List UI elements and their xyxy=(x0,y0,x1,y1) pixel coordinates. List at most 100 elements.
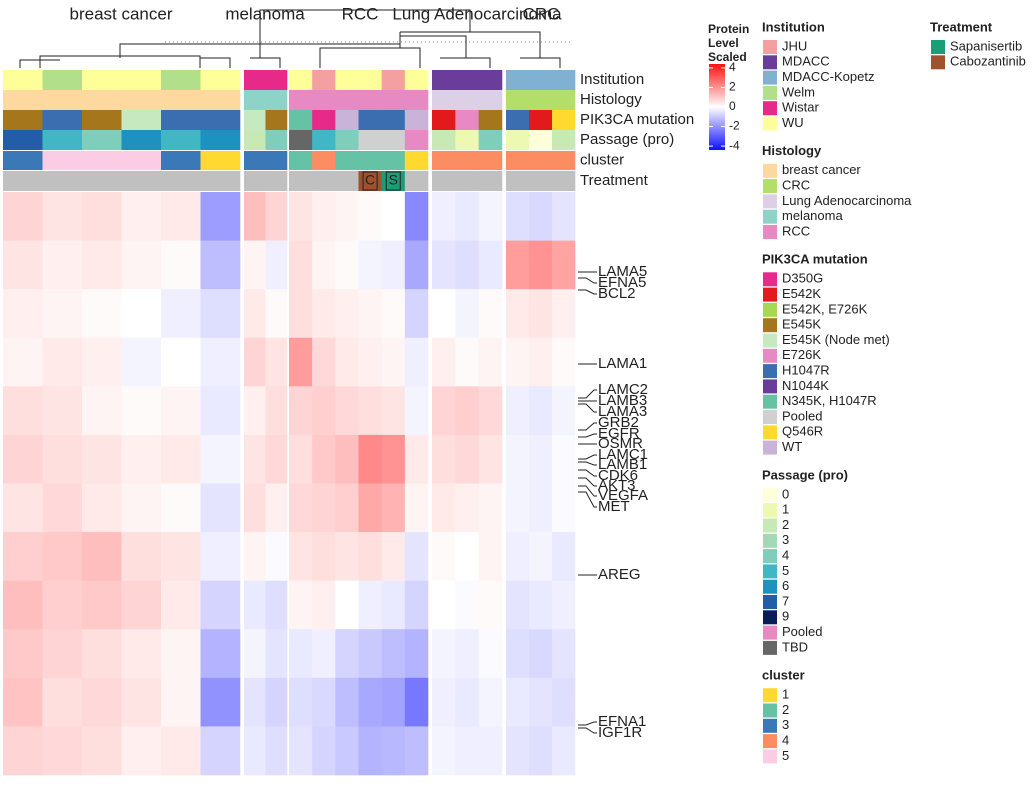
annotation-cell xyxy=(3,70,43,90)
annotation-cell xyxy=(455,171,479,191)
heatmap-cell xyxy=(121,532,162,581)
heatmap-cell xyxy=(82,337,122,387)
legend-swatch xyxy=(763,425,777,440)
legend-swatch xyxy=(763,503,777,518)
annotation-cell xyxy=(529,110,553,130)
heatmap-cell xyxy=(529,192,553,241)
heatmap-cell xyxy=(478,240,503,290)
legend-label: 0 xyxy=(782,486,789,501)
heatmap-cell xyxy=(381,386,406,436)
legend-swatch xyxy=(763,718,777,733)
heatmap-cell xyxy=(404,289,429,339)
annotation-cell xyxy=(289,70,313,90)
heatmap-cell xyxy=(42,726,83,776)
heatmap-cell xyxy=(552,337,576,387)
annotation-cell xyxy=(552,130,576,150)
heatmap-cell xyxy=(552,434,576,484)
annotation-cell xyxy=(289,110,313,130)
legend-label: 9 xyxy=(782,609,789,624)
legend-label: Wistar xyxy=(782,100,820,115)
heatmap-cell xyxy=(312,192,336,241)
heatmap-cell xyxy=(335,192,359,241)
heatmap-cell xyxy=(3,240,43,290)
heatmap-cell xyxy=(265,677,288,727)
colorbar-label: -4 xyxy=(729,138,740,152)
heatmap-cell xyxy=(289,386,313,436)
group-title: CRC xyxy=(523,4,560,23)
annotation-cell xyxy=(552,151,576,170)
annotation-cell xyxy=(335,70,359,90)
heatmap-cell xyxy=(265,483,288,533)
legend-swatch xyxy=(763,209,777,224)
legend-swatch xyxy=(763,272,777,287)
heatmap-cell xyxy=(455,240,479,290)
annotation-cell xyxy=(335,151,359,170)
legend-label: breast cancer xyxy=(782,162,861,177)
heatmap-cell xyxy=(455,337,479,387)
heatmap-cell xyxy=(244,192,266,241)
heatmap-cell xyxy=(200,629,241,679)
annotation-cell xyxy=(82,130,122,150)
heatmap-cell xyxy=(244,532,266,581)
legend-label: H1047R xyxy=(782,363,830,378)
heatmap-cell xyxy=(478,192,503,241)
heatmap-cell xyxy=(161,192,201,241)
heatmap-cell xyxy=(200,192,241,241)
legend-label: 4 xyxy=(782,733,789,748)
heatmap-cell xyxy=(161,337,201,387)
heatmap-cell xyxy=(200,532,241,581)
annotation-cell xyxy=(358,70,382,90)
gene-label: EFNA1 xyxy=(598,713,646,730)
heatmap-cell xyxy=(121,629,162,679)
annotation-cell xyxy=(381,110,406,130)
legend-label: Sapanisertib xyxy=(950,38,1022,53)
gene-label: LAMA3 xyxy=(598,403,647,420)
legend-swatch xyxy=(763,440,777,455)
annotation-cell xyxy=(312,90,336,110)
heatmap-cell xyxy=(335,289,359,339)
legend-swatch xyxy=(763,640,777,655)
annotation-cell xyxy=(82,151,122,170)
heatmap-cell xyxy=(244,677,266,727)
legend-label: E726K xyxy=(782,347,821,362)
heatmap-cell xyxy=(335,386,359,436)
colorbar-label: 2 xyxy=(729,80,736,94)
legend-swatch xyxy=(763,734,777,749)
heatmap-cell xyxy=(404,677,429,727)
annotation-cell xyxy=(432,70,456,90)
gene-leader xyxy=(578,461,597,466)
heatmap-cell xyxy=(3,434,43,484)
heatmap-cell xyxy=(312,289,336,339)
heatmap-cell xyxy=(358,580,382,630)
gene-label: BCL2 xyxy=(598,285,636,302)
heatmap-cell xyxy=(121,483,162,533)
heatmap-cell xyxy=(289,726,313,776)
annotation-cell xyxy=(3,171,43,191)
gene-label: IGF1R xyxy=(598,724,642,741)
heatmap-cell xyxy=(404,629,429,679)
legend-swatch xyxy=(763,348,777,363)
annotation-cell xyxy=(289,151,313,170)
annotation-cell xyxy=(506,130,530,150)
heatmap-cell xyxy=(432,240,456,290)
heatmap-cell xyxy=(289,240,313,290)
legend-label: 3 xyxy=(782,717,789,732)
heatmap-cell xyxy=(42,192,83,241)
gene-label: VEGFA xyxy=(598,487,648,504)
heatmap-cell xyxy=(478,386,503,436)
legend-swatch xyxy=(763,579,777,594)
annotation-cell xyxy=(244,90,266,110)
heatmap-cell xyxy=(432,386,456,436)
heatmap-cell xyxy=(335,483,359,533)
heatmap-cell xyxy=(42,580,83,630)
legend-title: Passage (pro) xyxy=(762,467,848,482)
heatmap-cell xyxy=(381,726,406,776)
gene-label: GRB2 xyxy=(598,414,639,431)
annotation-cell xyxy=(3,110,43,130)
annotation-cell xyxy=(381,70,406,90)
legend-title: Institution xyxy=(762,19,825,34)
annotation-cell xyxy=(289,130,313,150)
legend-label: 2 xyxy=(782,517,789,532)
heatmap-cell xyxy=(312,434,336,484)
heatmap-cell xyxy=(200,483,241,533)
